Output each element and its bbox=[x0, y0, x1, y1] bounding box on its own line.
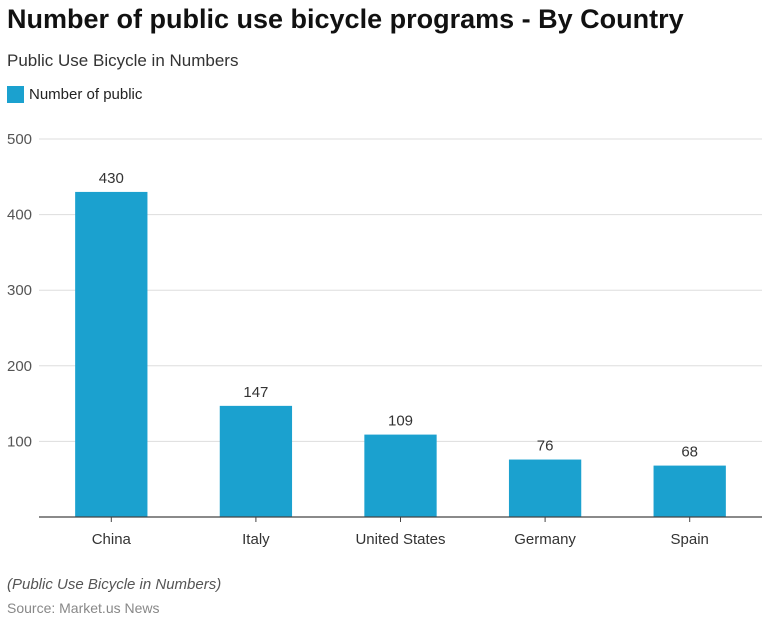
bar bbox=[653, 465, 726, 517]
x-tick-label: Germany bbox=[514, 531, 576, 548]
bar bbox=[219, 405, 293, 517]
y-tick-label: 400 bbox=[7, 207, 32, 224]
legend: Number of public bbox=[7, 86, 142, 103]
data-label: 147 bbox=[243, 384, 268, 401]
x-tick-label: Spain bbox=[671, 531, 709, 548]
legend-label: Number of public bbox=[29, 86, 143, 103]
bar bbox=[75, 191, 148, 518]
chart-subtitle: Public Use Bicycle in Numbers bbox=[7, 51, 239, 70]
chart-note: (Public Use Bicycle in Numbers) bbox=[7, 576, 222, 593]
y-tick-label: 200 bbox=[7, 358, 32, 375]
x-tick-label: United States bbox=[355, 531, 445, 548]
chart-source: Source: Market.us News bbox=[7, 600, 160, 616]
data-label: 109 bbox=[388, 413, 413, 430]
x-tick-label: Italy bbox=[242, 531, 270, 548]
data-label: 68 bbox=[681, 444, 698, 461]
data-label: 76 bbox=[537, 438, 554, 455]
y-tick-label: 300 bbox=[7, 282, 32, 299]
x-tick-label: China bbox=[92, 531, 132, 548]
bar bbox=[364, 434, 437, 517]
bar bbox=[508, 459, 582, 517]
legend-swatch bbox=[7, 86, 24, 103]
data-label: 430 bbox=[99, 170, 124, 187]
y-tick-label: 100 bbox=[7, 433, 32, 450]
y-tick-label: 500 bbox=[7, 131, 32, 148]
chart-title: Number of public use bicycle programs - … bbox=[7, 4, 684, 34]
